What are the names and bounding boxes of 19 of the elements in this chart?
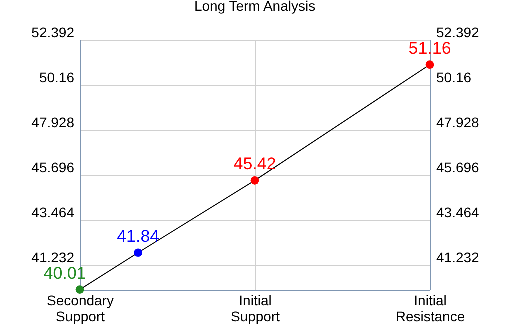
y-tick-label: 45.696 xyxy=(32,160,75,176)
y-tick-label: 50.16 xyxy=(39,70,75,86)
data-label: 41.84 xyxy=(117,226,160,246)
data-label: 45.42 xyxy=(234,154,276,174)
x-tick-label: Initial Support xyxy=(230,292,280,324)
y2-tick-label: 50.16 xyxy=(436,70,472,86)
y2-tick-label: 52.392 xyxy=(436,24,480,40)
y2-tick-label: 47.928 xyxy=(436,114,480,131)
y-tick-label: 41.232 xyxy=(32,250,75,266)
chart-title: Long Term Analysis xyxy=(194,0,316,14)
y-tick-label: 43.464 xyxy=(32,204,75,221)
x-tick-label: Initial Resistance xyxy=(396,292,466,324)
x-tick-label: Secondary Support xyxy=(47,292,114,324)
y-tick-label: 52.392 xyxy=(32,24,75,40)
data-label: 51.16 xyxy=(408,38,452,58)
y2-tick-label: 41.232 xyxy=(436,250,480,266)
y2-tick-label: 43.464 xyxy=(436,204,480,221)
y2-tick-label: 45.696 xyxy=(436,160,480,176)
y-tick-label: 47.928 xyxy=(32,114,75,131)
